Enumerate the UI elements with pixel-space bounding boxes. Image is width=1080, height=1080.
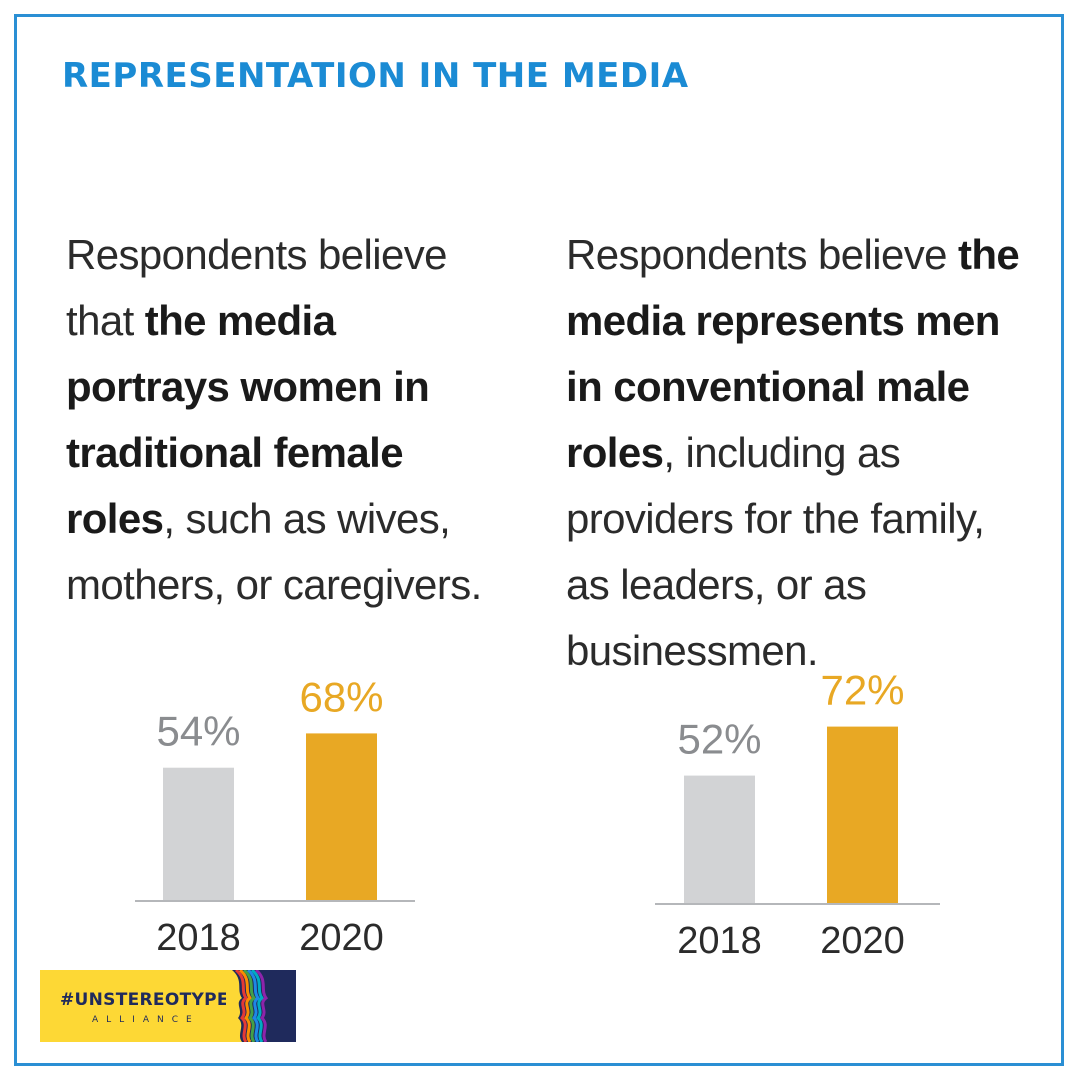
bar-chart-2: 52% 2018 72% 2020 <box>655 667 940 962</box>
left-text-1: Respondents believe that <box>66 231 447 344</box>
logo-sub-text: ALLIANCE <box>92 1015 200 1025</box>
left-text-2: , such as wives, mothers, or caregivers. <box>66 495 482 608</box>
category-label-2020: 2020 <box>299 917 384 959</box>
category-label-2018: 2018 <box>156 917 241 959</box>
right-text-1: Respondents believe <box>566 231 958 278</box>
right-text-bold: the media represents men in conventional… <box>566 231 1020 476</box>
left-description: Respondents believe that the media portr… <box>66 222 506 618</box>
infographic-frame <box>14 14 1064 1066</box>
right-description: Respondents believe the media represents… <box>566 222 1036 684</box>
unstereotype-alliance-logo: #UNSTEREOTYPE ALLIANCE <box>40 970 296 1042</box>
data-label-2020: 72% <box>820 667 904 714</box>
left-text-bold: the media portrays women in traditional … <box>66 297 430 542</box>
bar-2020 <box>827 726 898 903</box>
category-label-2018: 2018 <box>677 920 762 962</box>
bar-2018 <box>163 767 234 900</box>
faces-profile-icon <box>226 970 296 1042</box>
data-label-2018: 52% <box>677 716 761 763</box>
category-label-2020: 2020 <box>820 920 905 962</box>
right-text-2: , including as providers for the family,… <box>566 429 985 674</box>
bar-2018 <box>684 775 755 903</box>
data-label-2020: 68% <box>299 673 383 720</box>
bar-chart-1: 54% 2018 68% 2020 <box>135 673 415 959</box>
logo-main-text: #UNSTEREOTYPE <box>60 990 229 1010</box>
page-title: REPRESENTATION IN THE MEDIA <box>62 56 689 96</box>
bar-2020 <box>306 733 377 900</box>
data-label-2018: 54% <box>156 708 240 755</box>
